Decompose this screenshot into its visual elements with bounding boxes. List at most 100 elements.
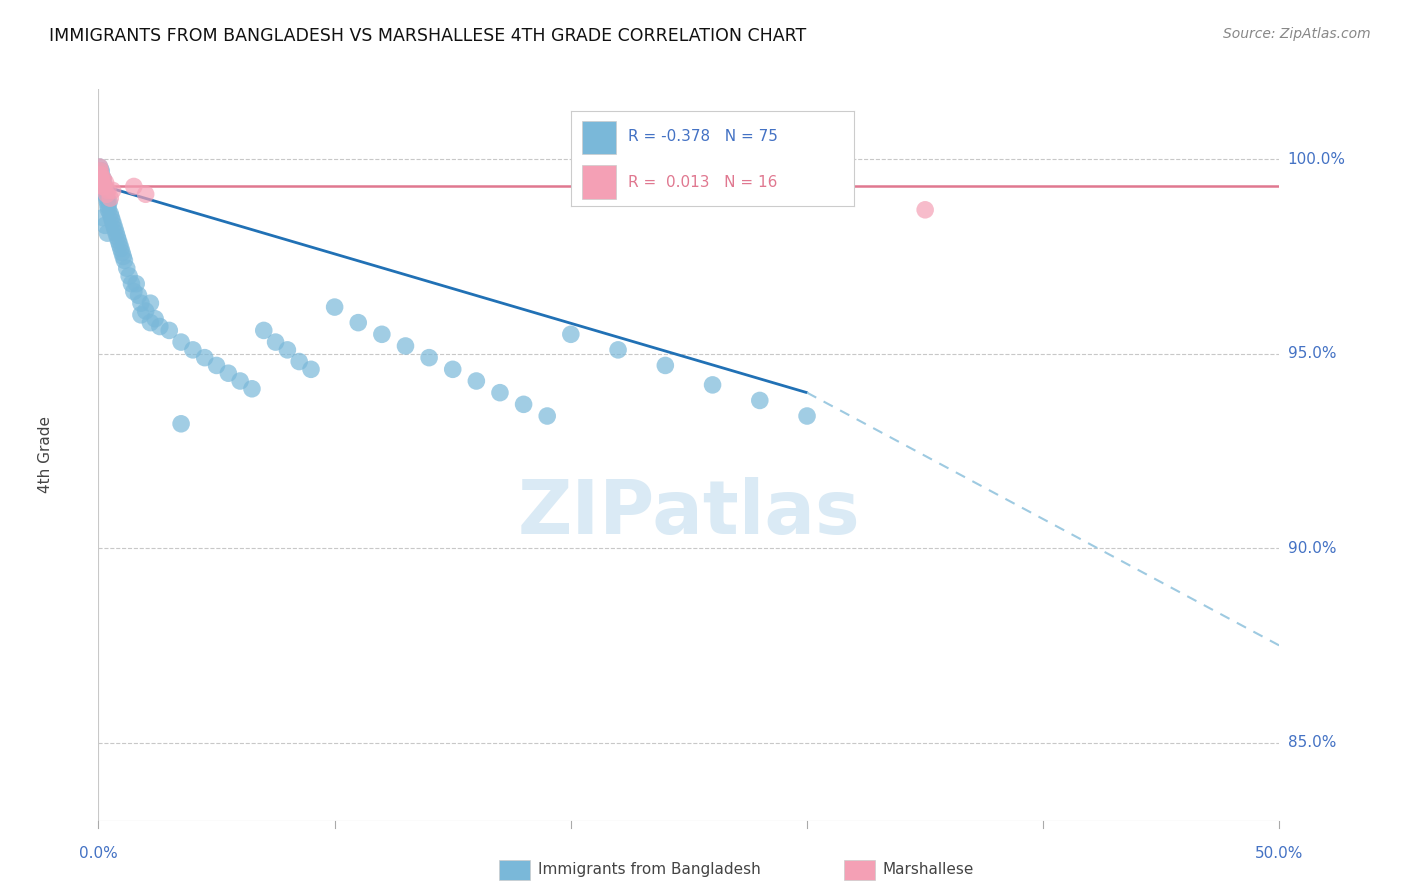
- Point: [170, 417, 193, 431]
- Point: [139, 296, 162, 310]
- Point: [112, 253, 135, 268]
- Point: [111, 245, 134, 260]
- Text: 90.0%: 90.0%: [1288, 541, 1336, 556]
- Point: [100, 211, 122, 225]
- Point: [748, 393, 770, 408]
- Point: [105, 230, 128, 244]
- Point: [205, 359, 228, 373]
- Point: [90, 164, 112, 178]
- Point: [91, 176, 114, 190]
- Point: [135, 304, 157, 318]
- Point: [94, 187, 117, 202]
- Point: [276, 343, 298, 357]
- Text: ZIPatlas: ZIPatlas: [517, 477, 860, 550]
- Point: [560, 327, 582, 342]
- Point: [465, 374, 488, 388]
- Point: [105, 226, 128, 240]
- Point: [139, 316, 162, 330]
- Point: [98, 194, 121, 209]
- Point: [101, 183, 124, 197]
- Text: Marshallese: Marshallese: [883, 863, 974, 877]
- Point: [112, 250, 135, 264]
- Text: IMMIGRANTS FROM BANGLADESH VS MARSHALLESE 4TH GRADE CORRELATION CHART: IMMIGRANTS FROM BANGLADESH VS MARSHALLES…: [49, 27, 807, 45]
- Point: [229, 374, 252, 388]
- Point: [93, 179, 115, 194]
- Point: [122, 285, 145, 299]
- Point: [91, 179, 114, 194]
- Point: [128, 288, 150, 302]
- Point: [253, 323, 276, 337]
- Point: [94, 183, 117, 197]
- Point: [91, 176, 114, 190]
- Point: [371, 327, 394, 342]
- Text: 50.0%: 50.0%: [1256, 846, 1303, 861]
- Point: [654, 359, 676, 373]
- Point: [96, 226, 118, 240]
- Point: [110, 242, 132, 256]
- Point: [108, 237, 131, 252]
- Point: [135, 187, 157, 202]
- Point: [91, 171, 114, 186]
- Point: [441, 362, 464, 376]
- Point: [90, 168, 112, 182]
- Point: [101, 214, 124, 228]
- Point: [125, 277, 148, 291]
- Point: [104, 222, 127, 236]
- Point: [288, 354, 311, 368]
- Point: [418, 351, 440, 365]
- Point: [91, 171, 114, 186]
- Point: [98, 191, 121, 205]
- Point: [149, 319, 172, 334]
- Point: [115, 261, 138, 276]
- Point: [103, 219, 125, 233]
- Point: [96, 187, 118, 202]
- Point: [170, 335, 193, 350]
- Point: [91, 171, 114, 186]
- Text: Source: ZipAtlas.com: Source: ZipAtlas.com: [1223, 27, 1371, 41]
- Point: [394, 339, 416, 353]
- Point: [93, 179, 115, 194]
- Point: [121, 277, 143, 291]
- Text: 100.0%: 100.0%: [1288, 152, 1346, 167]
- Point: [96, 194, 118, 209]
- Text: 0.0%: 0.0%: [79, 846, 118, 861]
- Point: [97, 202, 120, 217]
- Point: [94, 176, 117, 190]
- Point: [90, 171, 112, 186]
- Point: [323, 300, 346, 314]
- Point: [89, 160, 111, 174]
- Point: [796, 409, 818, 423]
- Point: [91, 211, 114, 225]
- Point: [512, 397, 534, 411]
- Point: [129, 308, 152, 322]
- Point: [107, 234, 129, 248]
- Point: [607, 343, 630, 357]
- Point: [90, 168, 112, 182]
- Point: [536, 409, 558, 423]
- Point: [93, 179, 115, 194]
- Point: [94, 219, 117, 233]
- Point: [181, 343, 204, 357]
- Point: [97, 199, 120, 213]
- Point: [157, 323, 180, 337]
- Point: [89, 160, 111, 174]
- Point: [702, 377, 724, 392]
- Point: [914, 202, 936, 217]
- Point: [264, 335, 287, 350]
- Point: [89, 164, 111, 178]
- Point: [240, 382, 263, 396]
- Point: [97, 183, 120, 197]
- Text: 4th Grade: 4th Grade: [38, 417, 53, 493]
- Point: [122, 179, 145, 194]
- Point: [143, 311, 166, 326]
- Point: [299, 362, 322, 376]
- Text: 85.0%: 85.0%: [1288, 735, 1336, 750]
- Point: [118, 268, 141, 283]
- Point: [194, 351, 217, 365]
- Point: [96, 191, 118, 205]
- Text: Immigrants from Bangladesh: Immigrants from Bangladesh: [538, 863, 761, 877]
- Point: [129, 296, 152, 310]
- Point: [217, 366, 239, 380]
- Point: [89, 164, 111, 178]
- Point: [489, 385, 512, 400]
